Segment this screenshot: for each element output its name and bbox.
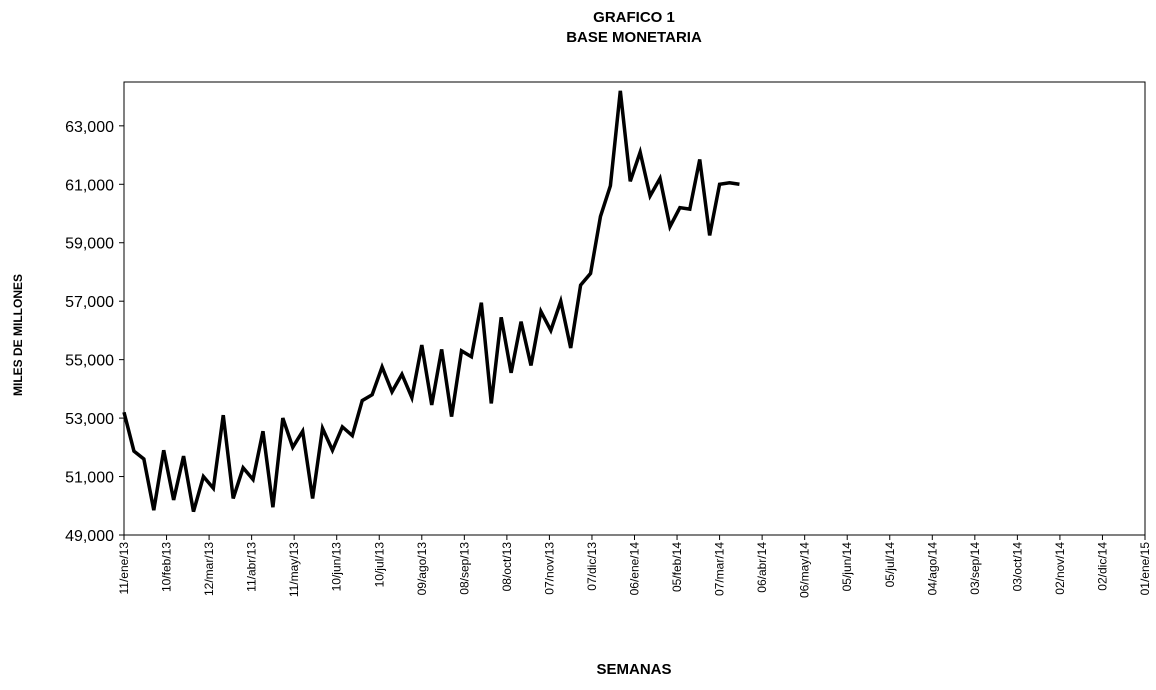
x-tick-label: 02/dic/14 — [1095, 542, 1109, 591]
x-tick-label: 10/feb/13 — [160, 542, 174, 592]
y-tick-label: 57,000 — [65, 294, 114, 311]
x-tick-label: 05/jun/14 — [840, 542, 854, 592]
x-tick-label: 06/abr/14 — [755, 542, 769, 593]
x-tick-label: 04/ago/14 — [925, 542, 939, 596]
x-tick-label: 08/oct/13 — [500, 542, 514, 592]
x-tick-label: 10/jun/13 — [330, 542, 344, 592]
y-tick-label: 59,000 — [65, 236, 114, 253]
x-tick-label: 03/sep/14 — [968, 542, 982, 595]
y-tick-label: 63,000 — [65, 119, 114, 136]
x-tick-label: 05/feb/14 — [670, 542, 684, 592]
x-tick-label: 06/may/14 — [798, 542, 812, 598]
x-axis-label: SEMANAS — [596, 661, 671, 678]
x-tick-label: 12/mar/13 — [202, 542, 216, 596]
x-tick-label: 11/ene/13 — [117, 542, 131, 595]
x-tick-label: 11/abr/13 — [245, 542, 259, 592]
x-tick-label: 05/jul/14 — [883, 542, 897, 588]
x-tick-label: 06/ene/14 — [628, 542, 642, 596]
x-tick-label: 09/ago/13 — [415, 542, 429, 596]
y-tick-label: 49,000 — [65, 528, 114, 545]
data-line — [122, 90, 740, 513]
chart-subtitle: BASE MONETARIA — [566, 29, 702, 46]
y-tick-label: 61,000 — [65, 177, 114, 194]
x-tick-label: 11/may/13 — [287, 542, 301, 597]
x-tick-label: 03/oct/14 — [1010, 542, 1024, 592]
x-tick-label: 07/nov/13 — [542, 542, 556, 595]
x-tick-label: 08/sep/13 — [457, 542, 471, 595]
y-tick-label: 55,000 — [65, 353, 114, 370]
y-axis-label: MILES DE MILLONES — [11, 274, 25, 396]
x-tick-label: 07/mar/14 — [713, 542, 727, 596]
x-tick-label: 01/ene/15 — [1138, 542, 1152, 596]
y-tick-label: 51,000 — [65, 470, 114, 487]
x-tick-label: 10/jul/13 — [372, 542, 386, 588]
y-tick-label: 53,000 — [65, 411, 114, 428]
chart-title: GRAFICO 1 — [593, 9, 675, 26]
x-tick-label: 07/dic/13 — [585, 542, 599, 591]
x-tick-label: 02/nov/14 — [1053, 542, 1067, 595]
